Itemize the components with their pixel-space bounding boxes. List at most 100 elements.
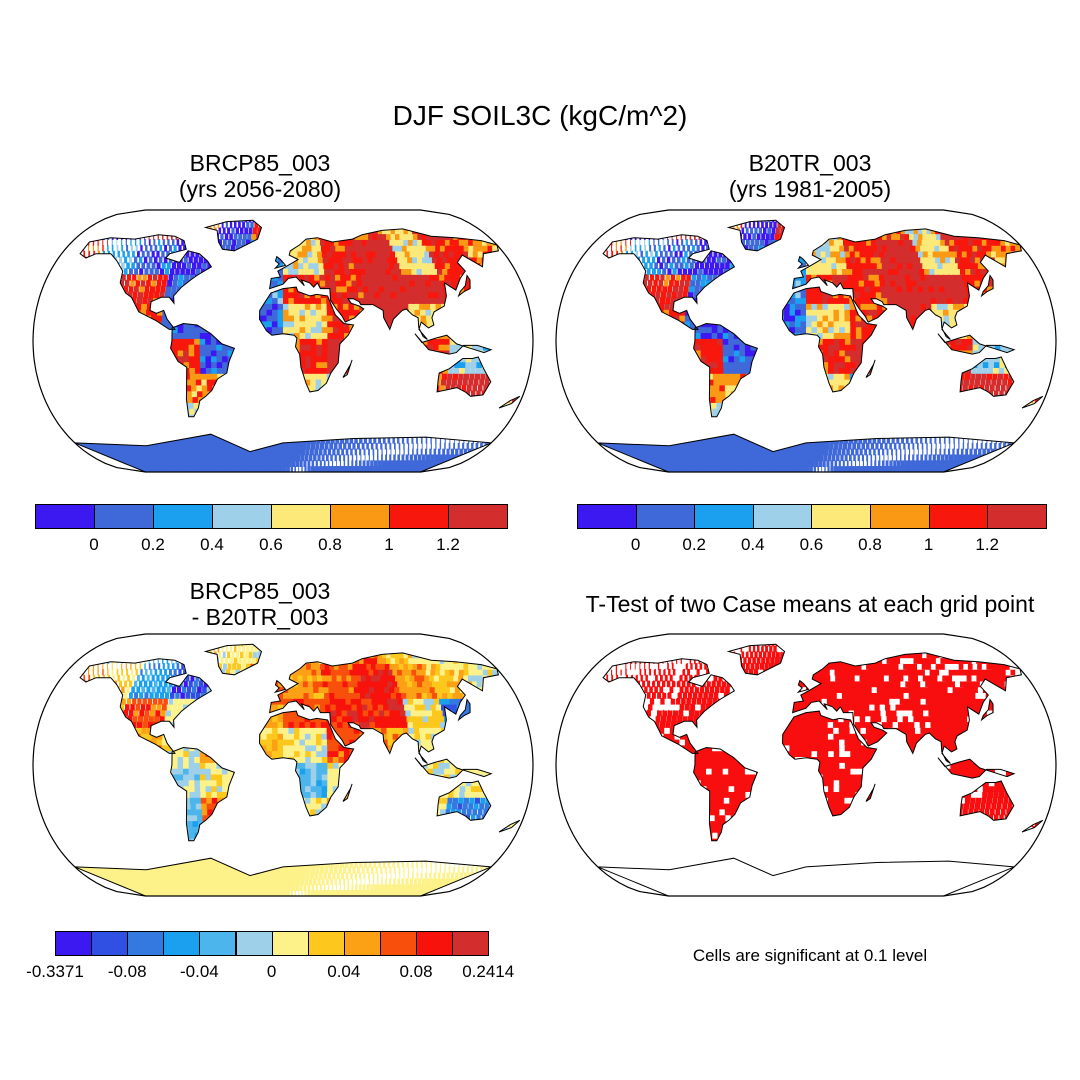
- panel-title-difference: BRCP85_003 - B20TR_003: [60, 578, 460, 631]
- colorbar-box: [928, 504, 989, 529]
- coastline-eurasia: [791, 228, 1023, 340]
- coastline-indonesia: [937, 333, 1016, 355]
- colorbar-box: [271, 931, 309, 956]
- globe-outline: [555, 633, 1057, 897]
- coastline-samerica: [693, 322, 759, 418]
- map-case: [32, 209, 534, 473]
- panel-title-control-line1: B20TR_003: [748, 150, 872, 176]
- coastline-madagascar: [342, 783, 353, 802]
- colorbar-label: 0.2414: [462, 962, 515, 981]
- coastline-nz: [1021, 819, 1044, 833]
- colorbar-box: [448, 504, 508, 529]
- colorbar-label: 0.08: [399, 962, 433, 981]
- coastline-madagascar: [865, 359, 876, 378]
- panel-title-case-line1: BRCP85_003: [189, 150, 331, 176]
- panel-title-case-line2: (yrs 2056-2080): [178, 176, 342, 203]
- colorbar-box: [330, 504, 390, 529]
- colorbar-box: [870, 504, 930, 529]
- coastline-eurasia: [268, 652, 500, 764]
- colorbar-box: [416, 931, 454, 956]
- coastline-britain: [796, 255, 810, 270]
- colorbar-box: [452, 931, 490, 956]
- coastline-africa: [781, 286, 878, 393]
- map-significance: [555, 633, 1057, 897]
- panel-title-difference-line1: BRCP85_003: [189, 578, 331, 604]
- coastline-namerica: [602, 234, 736, 330]
- coastline-africa: [258, 710, 355, 817]
- colorbar-box: [343, 931, 381, 956]
- colorbar-label: -0.3371: [26, 962, 84, 981]
- coastline-japan: [457, 698, 471, 722]
- globe-outline: [555, 209, 1057, 473]
- globe-outline: [32, 209, 534, 473]
- significance-note: Cells are significant at 0.1 level: [692, 946, 928, 965]
- coastline-indonesia: [414, 333, 493, 355]
- coastline-greenland: [203, 643, 263, 676]
- coastline-greenland: [203, 219, 263, 252]
- colorbar-box: [752, 504, 813, 529]
- coastline-samerica: [693, 746, 759, 842]
- colorbar-box: [127, 931, 165, 956]
- panel-title-control-line2: (yrs 1981-2005): [728, 176, 892, 203]
- coastline-eurasia: [268, 228, 500, 340]
- coastline-namerica: [602, 658, 736, 754]
- coastline-madagascar: [865, 783, 876, 802]
- colorbar-label: 0.8: [858, 535, 882, 554]
- coastline-greenland: [726, 643, 786, 676]
- coastline-nz: [498, 819, 521, 833]
- coastline-samerica: [170, 322, 236, 418]
- colorbar-box: [987, 504, 1047, 529]
- colorbar-box: [35, 504, 95, 529]
- coastline-japan: [980, 698, 994, 722]
- colorbar-box: [307, 931, 345, 956]
- colorbar-label: 0.8: [318, 535, 342, 554]
- colorbar-box: [379, 931, 417, 956]
- colorbar-label: 1.2: [975, 535, 1000, 554]
- colorbar-label: 0: [89, 535, 99, 554]
- coastline-australia: [959, 780, 1015, 821]
- coastline-nz: [1021, 395, 1044, 409]
- colorbar-label: 0.6: [799, 535, 824, 554]
- colorbar-box: [694, 504, 754, 529]
- panel-title-ttest-line1: T-Test of two Case means at each grid po…: [585, 591, 1035, 617]
- colorbar-box: [271, 504, 331, 529]
- coastline-namerica: [79, 658, 213, 754]
- colorbar-label: 0: [266, 962, 277, 981]
- globe-outline: [32, 633, 534, 897]
- coastline-madagascar: [342, 359, 353, 378]
- coastline-britain: [796, 679, 810, 694]
- panel-title-case: BRCP85_003 (yrs 2056-2080): [60, 150, 460, 203]
- coastline-samerica: [170, 746, 236, 842]
- figure-title: DJF SOIL3C (kgC/m^2): [392, 100, 688, 131]
- colorbar-label: 1: [923, 535, 934, 554]
- colorbar-label: 0.4: [740, 535, 765, 554]
- panel-title-difference-line2: - B20TR_003: [191, 604, 329, 631]
- panel-title-ttest: T-Test of two Case means at each grid po…: [540, 591, 1080, 617]
- colorbar-label: 0.2: [141, 535, 165, 554]
- coastline-australia: [436, 356, 492, 397]
- colorbar-label: -0.08: [107, 962, 147, 981]
- map-control: [555, 209, 1057, 473]
- colorbar-box: [163, 931, 201, 956]
- colorbar-label: 0.4: [200, 535, 224, 554]
- colorbar-label: 0.04: [327, 962, 361, 981]
- colorbar-box: [91, 931, 129, 956]
- colorbar-box: [811, 504, 871, 529]
- colorbar-box: [94, 504, 154, 529]
- colorbar-label: 0: [630, 535, 641, 554]
- coastline-australia: [959, 356, 1015, 397]
- colorbar-label: 1: [384, 535, 394, 554]
- coastline-britain: [273, 255, 287, 270]
- coastline-japan: [980, 274, 994, 298]
- coastline-eurasia: [791, 652, 1023, 764]
- coastline-indonesia: [937, 757, 1016, 779]
- colorbar-box: [199, 931, 237, 956]
- coastline-greenland: [726, 219, 786, 252]
- coastline-nz: [498, 395, 521, 409]
- coastline-namerica: [79, 234, 213, 330]
- colorbar-label: 0.6: [259, 535, 283, 554]
- colorbar-box: [389, 504, 449, 529]
- colorbar-box: [212, 504, 272, 529]
- colorbar-box: [577, 504, 637, 529]
- colorbar-label: 0.2: [682, 535, 707, 554]
